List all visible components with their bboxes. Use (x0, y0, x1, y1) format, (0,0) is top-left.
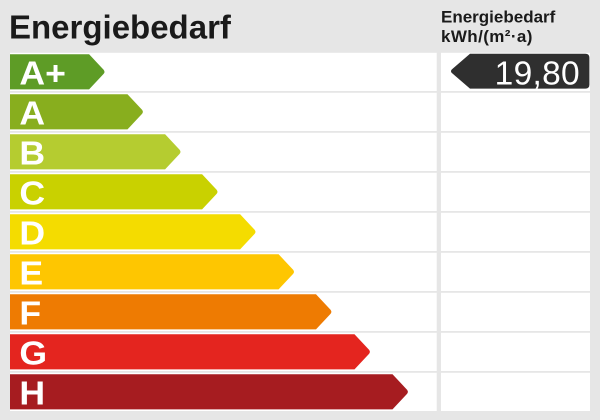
svg-text:kWh/(m²·a): kWh/(m²·a) (441, 27, 533, 46)
svg-text:G: G (19, 336, 47, 373)
svg-text:19,80: 19,80 (495, 55, 580, 92)
svg-text:Energiebedarf: Energiebedarf (441, 8, 556, 27)
svg-text:B: B (19, 136, 45, 173)
svg-text:D: D (19, 216, 45, 253)
svg-text:A: A (19, 96, 45, 133)
svg-text:C: C (19, 176, 45, 213)
svg-text:A+: A+ (19, 56, 66, 93)
svg-text:H: H (19, 376, 45, 413)
svg-text:F: F (19, 296, 41, 333)
svg-text:E: E (19, 256, 43, 293)
svg-text:Energiebedarf: Energiebedarf (9, 9, 232, 46)
